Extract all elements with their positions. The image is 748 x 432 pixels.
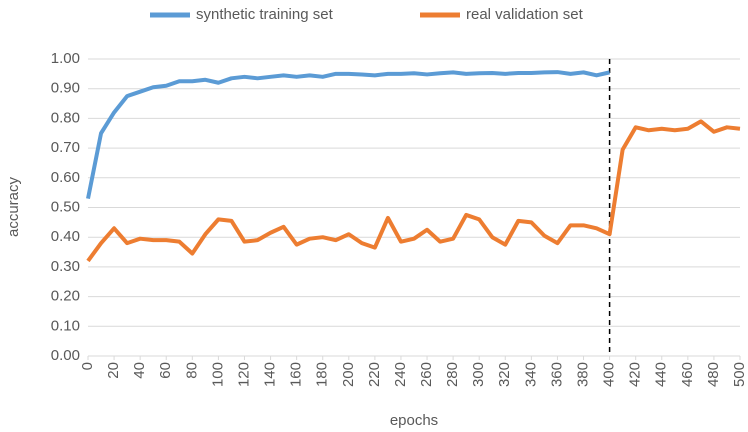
legend-label: real validation set xyxy=(466,6,584,23)
y-axis-label: accuracy xyxy=(5,176,22,237)
x-tick-label: 40 xyxy=(131,362,148,379)
y-tick-label: 0.00 xyxy=(51,347,80,364)
legend-label: synthetic training set xyxy=(196,6,334,23)
x-tick-label: 340 xyxy=(522,362,539,387)
x-tick-label: 80 xyxy=(183,362,200,379)
y-tick-label: 0.10 xyxy=(51,317,80,334)
y-tick-label: 1.00 xyxy=(51,50,80,67)
x-tick-label: 500 xyxy=(731,362,748,387)
x-tick-label: 20 xyxy=(105,362,122,379)
x-tick-label: 380 xyxy=(574,362,591,387)
y-tick-label: 0.60 xyxy=(51,169,80,186)
x-axis-label: epochs xyxy=(390,412,438,429)
x-tick-label: 460 xyxy=(679,362,696,387)
series-line xyxy=(86,119,741,263)
x-tick-label: 220 xyxy=(366,362,383,387)
y-tick-label: 0.80 xyxy=(51,109,80,126)
x-tick-label: 160 xyxy=(288,362,305,387)
y-tick-label: 0.90 xyxy=(51,80,80,97)
y-tick-label: 0.40 xyxy=(51,228,80,245)
y-tick-label: 0.70 xyxy=(51,139,80,156)
x-tick-label: 60 xyxy=(157,362,174,379)
x-tick-label: 360 xyxy=(548,362,565,387)
x-tick-label: 140 xyxy=(262,362,279,387)
x-tick-label: 260 xyxy=(418,362,435,387)
x-tick-label: 420 xyxy=(627,362,644,387)
x-tick-label: 400 xyxy=(601,362,618,387)
x-tick-label: 180 xyxy=(314,362,331,387)
y-tick-label: 0.20 xyxy=(51,288,80,305)
x-tick-label: 480 xyxy=(705,362,722,387)
y-tick-label: 0.50 xyxy=(51,198,80,215)
x-tick-label: 100 xyxy=(209,362,226,387)
x-tick-label: 0 xyxy=(79,362,96,370)
x-tick-label: 440 xyxy=(653,362,670,387)
series-line xyxy=(86,70,611,199)
x-tick-label: 280 xyxy=(444,362,461,387)
x-tick-label: 300 xyxy=(470,362,487,387)
y-tick-label: 0.30 xyxy=(51,258,80,275)
x-tick-label: 200 xyxy=(340,362,357,387)
x-tick-label: 320 xyxy=(496,362,513,387)
x-tick-label: 240 xyxy=(392,362,409,387)
x-tick-label: 120 xyxy=(235,362,252,387)
